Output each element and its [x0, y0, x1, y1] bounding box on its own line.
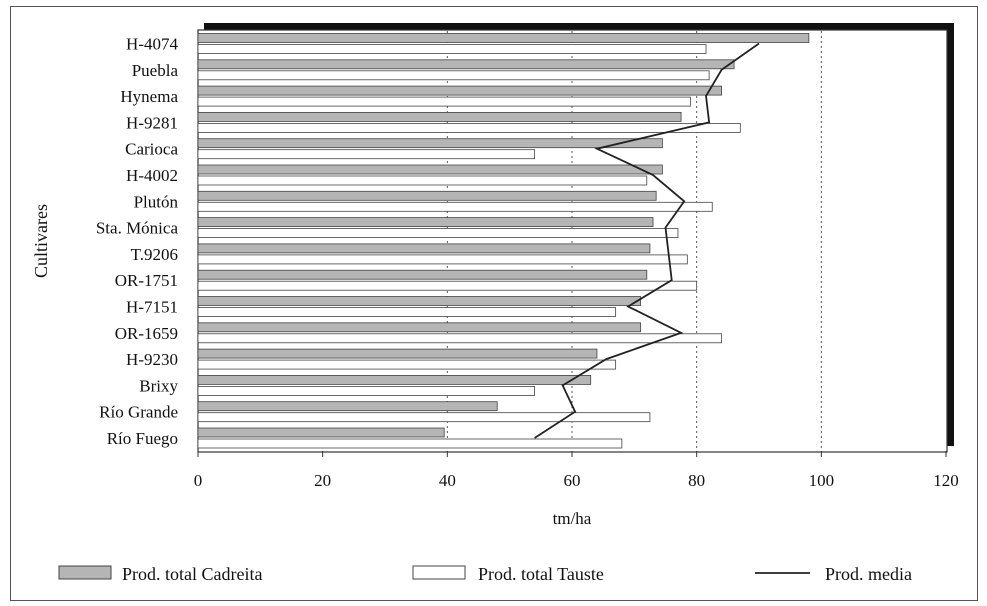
bar-tauste	[197, 438, 623, 449]
mean-line	[534, 42, 760, 439]
x-tick-label: 120	[933, 471, 959, 490]
category-label: H-4074	[126, 35, 178, 54]
bar-tauste	[197, 123, 741, 133]
bar-cadreita	[197, 374, 592, 385]
category-label: OR-1751	[115, 271, 178, 290]
bar-cadreita	[197, 59, 735, 70]
category-label: Brixy	[139, 376, 178, 395]
x-tick-label: 60	[564, 471, 581, 490]
x-tick-label: 0	[194, 471, 203, 490]
bar-cadreita	[197, 401, 498, 412]
category-label: OR-1659	[115, 324, 178, 343]
category-label: Río Fuego	[107, 429, 178, 448]
category-label: H-9281	[126, 113, 178, 132]
line-prod-media	[534, 42, 760, 439]
bar-cadreita	[197, 85, 722, 96]
bar-tauste	[197, 307, 617, 317]
bar-cadreita	[197, 269, 648, 280]
x-tick-label: 20	[314, 471, 331, 490]
y-axis-label: Cultivares	[31, 204, 51, 278]
bar-cadreita	[197, 296, 641, 306]
bar-tauste	[197, 280, 698, 291]
legend-swatch-tauste	[412, 565, 466, 580]
category-label: Carioca	[125, 140, 178, 159]
bars	[197, 33, 810, 449]
legend: Prod. total Cadreita Prod. total Tauste Pr…	[58, 564, 912, 584]
shadow-top	[204, 23, 953, 30]
category-label: Río Grande	[99, 403, 178, 422]
bar-cadreita	[197, 164, 663, 175]
x-tick-label: 40	[439, 471, 456, 490]
bar-tauste	[197, 70, 710, 81]
bar-tauste	[197, 412, 651, 423]
shadow-right	[946, 23, 954, 446]
legend-label-tauste: Prod. total Tauste	[478, 564, 604, 584]
legend-label-cadreita: Prod. total Cadreita	[122, 564, 262, 584]
bar-tauste	[197, 333, 722, 344]
category-label: H-4002	[126, 166, 178, 185]
category-label: Puebla	[132, 61, 179, 80]
x-tick-label: 100	[809, 471, 835, 490]
x-axis-label: tm/ha	[553, 509, 592, 528]
bar-cadreita	[197, 138, 663, 149]
bar-cadreita	[197, 112, 682, 122]
category-label: Sta. Mónica	[96, 219, 179, 238]
bar-cadreita	[197, 348, 598, 359]
bar-cadreita	[197, 322, 641, 333]
bar-cadreita	[197, 217, 654, 228]
category-label: Hynema	[120, 87, 178, 106]
bar-tauste	[197, 359, 617, 370]
chart-frame	[10, 6, 978, 601]
bar-tauste	[197, 201, 713, 212]
legend-label-media: Prod. media	[825, 564, 912, 584]
bar-tauste	[197, 149, 536, 160]
category-label: H-7151	[126, 298, 178, 317]
bar-cadreita	[197, 427, 445, 438]
category-label: Plutón	[134, 192, 179, 211]
bar-tauste	[197, 385, 536, 396]
bar-cadreita	[197, 33, 810, 43]
bar-tauste	[197, 44, 707, 54]
bar-tauste	[197, 254, 688, 265]
bar-cadreita	[197, 243, 651, 254]
category-label: H-9230	[126, 350, 178, 369]
bar-tauste	[197, 175, 648, 186]
category-label: T.9206	[131, 245, 178, 264]
bar-tauste	[197, 228, 679, 239]
x-tick-label: 80	[688, 471, 705, 490]
x-ticks: 0 20 40 60 80 100 120	[194, 451, 959, 490]
bar-cadreita	[197, 190, 657, 201]
bar-tauste	[197, 96, 691, 107]
category-labels: H-4074 Puebla Hynema H-9281 Carioca H-4002 Plu…	[96, 35, 179, 449]
legend-swatch-cadreita	[58, 565, 112, 580]
